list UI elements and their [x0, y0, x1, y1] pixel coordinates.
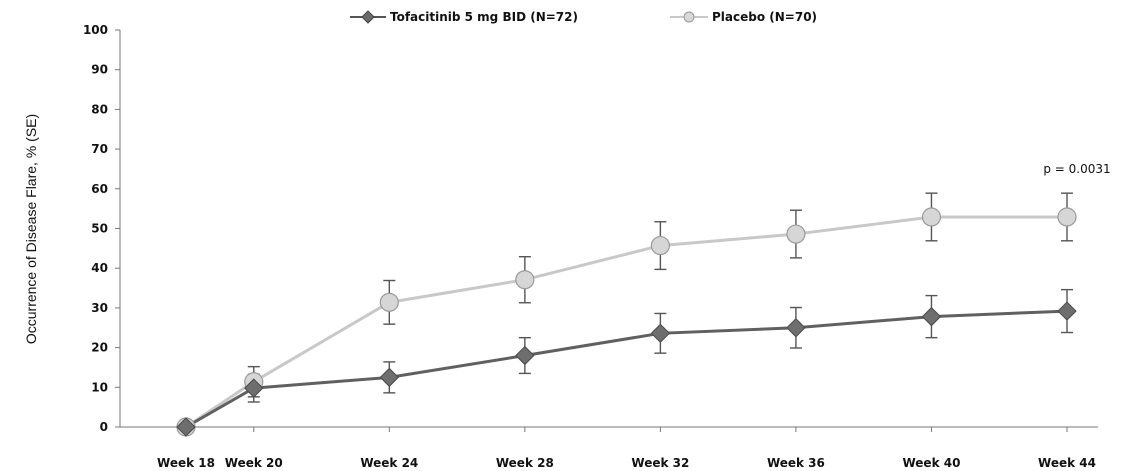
data-point-tofacitinib	[650, 323, 671, 344]
legend-marker-tofacitinib	[361, 10, 375, 24]
x-tick-label: Week 28	[496, 456, 554, 470]
data-point-placebo	[1057, 207, 1077, 227]
y-tick-label: 30	[91, 301, 108, 315]
y-tick-label: 10	[91, 380, 108, 394]
legend-marker-placebo	[683, 11, 695, 23]
x-tick-label: Week 20	[225, 456, 283, 470]
y-tick-label: 90	[91, 63, 108, 77]
data-point-tofacitinib	[921, 306, 942, 327]
axes: 0 10 20 30 40 50 60 70 80 90 100 Week 18 Week 20 Week…	[83, 23, 1098, 470]
y-tick-label: 60	[91, 182, 108, 196]
x-tick-label: Week 18	[157, 456, 215, 470]
data-point-placebo	[515, 270, 535, 290]
annotation-layer: p = 0.0031	[1043, 162, 1110, 176]
x-tick-label: Week 32	[631, 456, 689, 470]
data-point-placebo	[650, 235, 670, 256]
x-tick-label: Week 24	[360, 456, 418, 470]
data-point-placebo	[379, 292, 399, 312]
data-point-placebo	[921, 207, 942, 227]
x-tick-label: Week 44	[1038, 456, 1096, 470]
y-tick-label: 0	[100, 420, 108, 434]
series-line-tofacitinib	[185, 309, 1068, 429]
data-point-tofacitinib	[1057, 301, 1077, 321]
x-tick-label: Week 40	[902, 456, 960, 470]
data-point-tofacitinib	[379, 367, 400, 388]
y-tick-label: 50	[91, 222, 108, 236]
series-line-placebo	[185, 215, 1067, 429]
y-tick-label: 40	[91, 261, 108, 275]
series-layer	[176, 192, 1077, 437]
y-tick-label: 100	[83, 23, 108, 37]
legend: Tofacitinib 5 mg BID (N=72) Placebo (N=7…	[350, 10, 817, 24]
y-tick-label: 70	[91, 142, 108, 156]
x-tick-label: Week 36	[767, 456, 825, 470]
data-point-tofacitinib	[515, 345, 535, 366]
y-axis-label: Occurrence of Disease Flare, % (SE)	[23, 114, 39, 344]
data-point-tofacitinib	[176, 417, 196, 437]
y-tick-label: 80	[91, 102, 108, 116]
legend-label-placebo: Placebo (N=70)	[712, 10, 817, 24]
legend-label-tofacitinib: Tofacitinib 5 mg BID (N=72)	[390, 10, 578, 24]
data-point-tofacitinib	[786, 318, 806, 338]
data-point-placebo	[786, 224, 806, 244]
data-point-tofacitinib	[244, 378, 264, 398]
y-tick-label: 20	[91, 341, 108, 355]
p-value-annotation: p = 0.0031	[1043, 162, 1110, 176]
